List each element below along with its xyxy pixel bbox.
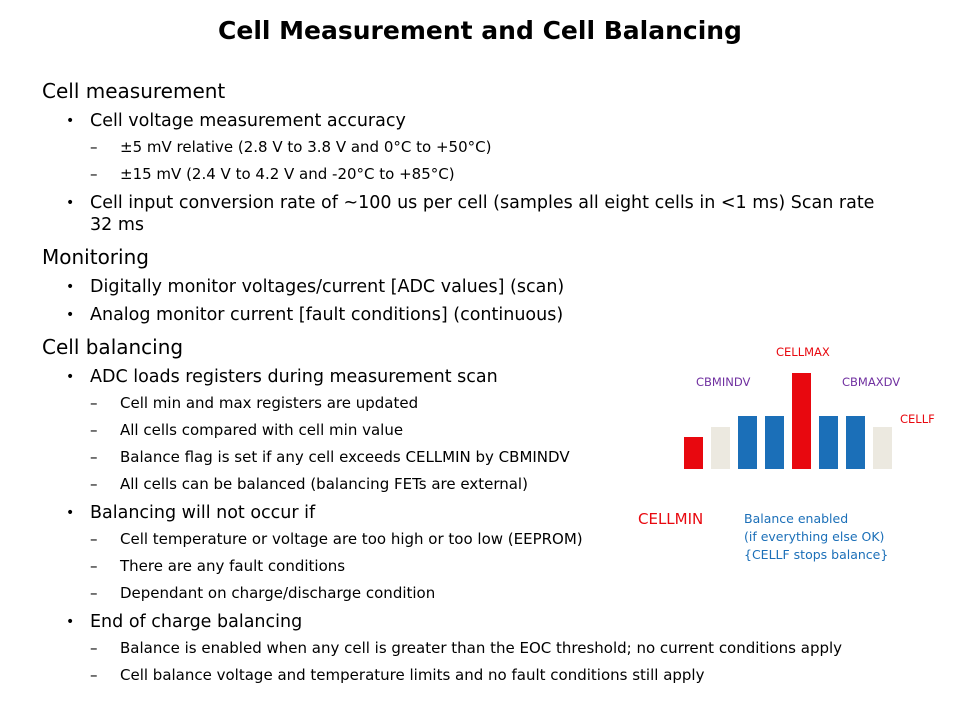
- dash-icon: –: [90, 394, 98, 412]
- bullet-icon: •: [66, 279, 75, 295]
- sub-bullet-item: – Balance is enabled when any cell is gr…: [42, 639, 922, 658]
- slide-title: Cell Measurement and Cell Balancing: [218, 16, 742, 45]
- sub-bullet-item: – ±5 mV relative (2.8 V to 3.8 V and 0°C…: [42, 138, 922, 157]
- sub-bullet-text: Cell min and max registers are updated: [120, 394, 419, 412]
- dash-icon: –: [90, 639, 98, 657]
- slide-content: Cell measurement • Cell voltage measurem…: [42, 78, 922, 693]
- bullet-item: • ADC loads registers during measurement…: [42, 366, 922, 388]
- sub-bullet-item: – Cell balance voltage and temperature l…: [42, 666, 922, 685]
- dash-icon: –: [90, 448, 98, 466]
- dash-icon: –: [90, 666, 98, 684]
- cell-bar: [873, 427, 892, 469]
- sub-bullet-item: – ±15 mV (2.4 V to 4.2 V and -20°C to +8…: [42, 165, 922, 184]
- sub-bullet-text: Balance flag is set if any cell exceeds …: [120, 448, 570, 466]
- balance-note-line: Balance enabled: [744, 511, 849, 526]
- bullet-icon: •: [66, 614, 75, 630]
- bullet-text: Analog monitor current [fault conditions…: [90, 305, 564, 325]
- dash-icon: –: [90, 557, 98, 575]
- cell-balance-diagram: CELLMAX CBMINDV CBMAXDV CELLF CELLMIN Ba…: [630, 335, 950, 575]
- sub-bullet-text: Balance is enabled when any cell is grea…: [120, 639, 843, 657]
- dash-icon: –: [90, 421, 98, 439]
- balance-note: Balance enabled (if everything else OK) …: [744, 510, 888, 564]
- dash-icon: –: [90, 138, 98, 156]
- cellf-label: CELLF: [900, 412, 935, 426]
- cell-bar: [846, 416, 865, 469]
- sub-bullet-item: – Cell min and max registers are updated: [42, 394, 922, 413]
- sub-bullet-text: All cells compared with cell min value: [120, 421, 404, 439]
- sub-bullet-text: There are any fault conditions: [120, 557, 346, 575]
- heading-monitoring: Monitoring: [42, 245, 149, 269]
- sub-bullet-text: Dependant on charge/discharge condition: [120, 584, 436, 602]
- bullet-text: Balancing will not occur if: [90, 503, 316, 523]
- bullet-icon: •: [66, 307, 75, 323]
- dash-icon: –: [90, 165, 98, 183]
- cell-bar: [684, 437, 703, 469]
- sub-bullet-item: – All cells compared with cell min value: [42, 421, 922, 440]
- bullet-text: Cell input conversion rate of ~100 us pe…: [90, 193, 875, 235]
- dash-icon: –: [90, 530, 98, 548]
- sub-bullet-text: Cell balance voltage and temperature lim…: [120, 666, 705, 684]
- bullet-item: • End of charge balancing: [42, 611, 922, 633]
- bullet-item: • Analog monitor current [fault conditio…: [42, 304, 922, 326]
- sub-bullet-item: – Cell temperature or voltage are too hi…: [42, 530, 922, 549]
- cell-bar: [738, 416, 757, 469]
- bullet-item: • Cell voltage measurement accuracy: [42, 110, 922, 132]
- bullet-text: ADC loads registers during measurement s…: [90, 367, 498, 387]
- bullet-icon: •: [66, 369, 75, 385]
- dash-icon: –: [90, 584, 98, 602]
- cell-bars: [684, 373, 904, 469]
- cbmindv-label: CBMINDV: [696, 375, 751, 389]
- heading-cell-balancing: Cell balancing: [42, 335, 184, 359]
- cellmin-label: CELLMIN: [638, 510, 704, 528]
- bullet-item: • Digitally monitor voltages/current [AD…: [42, 276, 922, 298]
- balance-note-line: {CELLF stops balance}: [744, 547, 889, 562]
- sub-bullet-text: All cells can be balanced (balancing FET…: [120, 475, 528, 493]
- bullet-text: End of charge balancing: [90, 612, 303, 632]
- dash-icon: –: [90, 475, 98, 493]
- bullet-text: Digitally monitor voltages/current [ADC …: [90, 277, 565, 297]
- bullet-icon: •: [66, 195, 75, 211]
- sub-bullet-text: Cell temperature or voltage are too high…: [120, 530, 583, 548]
- bullet-item: • Balancing will not occur if: [42, 502, 922, 524]
- balance-note-line: (if everything else OK): [744, 529, 885, 544]
- bullet-item: • Cell input conversion rate of ~100 us …: [42, 192, 890, 236]
- sub-bullet-item: – There are any fault conditions: [42, 557, 922, 576]
- cell-bar: [765, 416, 784, 469]
- bullet-text: Cell voltage measurement accuracy: [90, 111, 406, 131]
- bullet-icon: •: [66, 505, 75, 521]
- sub-bullet-text: ±15 mV (2.4 V to 4.2 V and -20°C to +85°…: [120, 165, 455, 183]
- cell-bar: [819, 416, 838, 469]
- cell-bar: [711, 427, 730, 469]
- cell-bar: [792, 373, 811, 469]
- sub-bullet-item: – Dependant on charge/discharge conditio…: [42, 584, 922, 603]
- sub-bullet-item: – Balance flag is set if any cell exceed…: [42, 448, 922, 467]
- heading-cell-measurement: Cell measurement: [42, 79, 226, 103]
- bullet-icon: •: [66, 113, 75, 129]
- cellmax-label: CELLMAX: [776, 345, 830, 359]
- sub-bullet-text: ±5 mV relative (2.8 V to 3.8 V and 0°C t…: [120, 138, 492, 156]
- sub-bullet-item: – All cells can be balanced (balancing F…: [42, 475, 922, 494]
- cbmaxdv-label: CBMAXDV: [842, 375, 901, 389]
